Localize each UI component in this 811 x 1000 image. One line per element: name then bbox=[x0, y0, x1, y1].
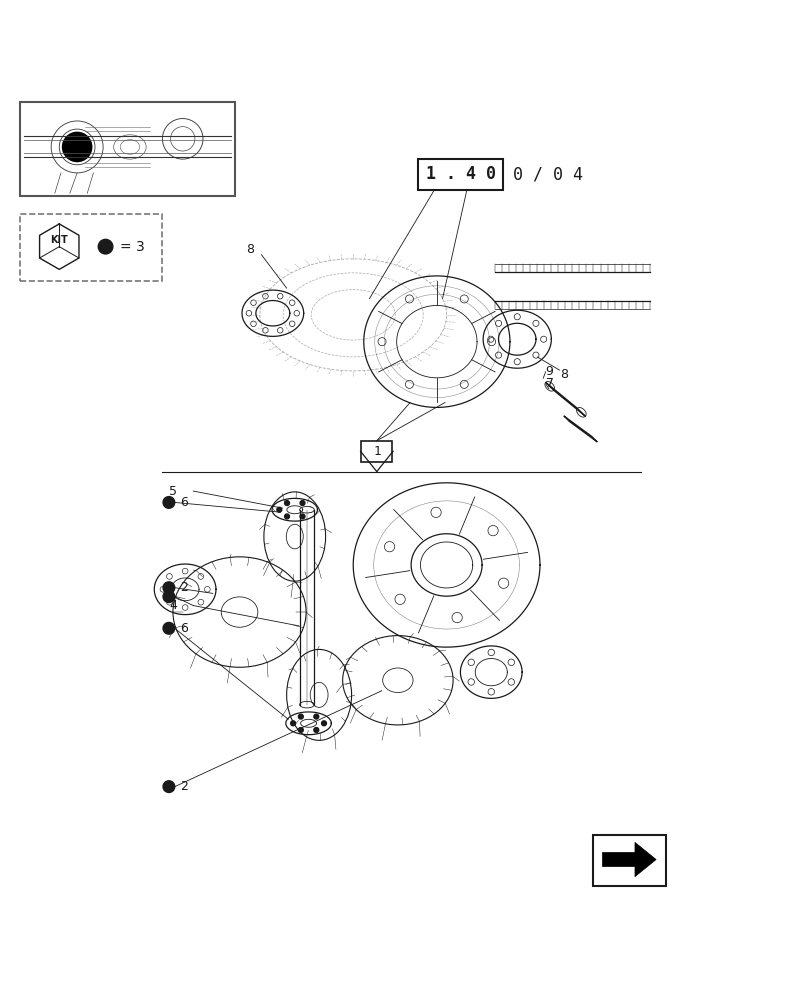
Text: 6: 6 bbox=[180, 496, 188, 509]
Text: 7: 7 bbox=[545, 377, 553, 390]
Circle shape bbox=[314, 728, 319, 732]
Text: 2: 2 bbox=[180, 780, 188, 793]
Text: 2: 2 bbox=[180, 581, 188, 594]
Circle shape bbox=[163, 591, 174, 602]
Text: 1: 1 bbox=[372, 445, 380, 458]
Circle shape bbox=[307, 507, 312, 512]
Circle shape bbox=[321, 721, 326, 726]
Text: 4: 4 bbox=[169, 599, 177, 612]
Circle shape bbox=[300, 501, 305, 505]
Text: 9: 9 bbox=[545, 365, 553, 378]
Text: 0 / 0 4: 0 / 0 4 bbox=[513, 165, 582, 183]
Circle shape bbox=[163, 497, 174, 508]
Circle shape bbox=[284, 501, 289, 505]
Ellipse shape bbox=[299, 701, 314, 708]
Circle shape bbox=[62, 132, 92, 162]
Circle shape bbox=[163, 582, 174, 594]
Text: 6: 6 bbox=[180, 622, 188, 635]
Circle shape bbox=[300, 514, 305, 519]
Circle shape bbox=[163, 622, 174, 634]
Bar bbox=[20, 214, 162, 281]
Ellipse shape bbox=[299, 506, 314, 513]
Text: KIT: KIT bbox=[50, 235, 68, 245]
Text: 8: 8 bbox=[560, 368, 568, 381]
Circle shape bbox=[298, 728, 303, 732]
Circle shape bbox=[290, 721, 295, 726]
Text: 5: 5 bbox=[169, 485, 177, 498]
Text: 1 . 4 0: 1 . 4 0 bbox=[425, 165, 496, 183]
Circle shape bbox=[284, 514, 289, 519]
Circle shape bbox=[277, 507, 281, 512]
Text: 8: 8 bbox=[246, 243, 254, 256]
Polygon shape bbox=[602, 842, 655, 877]
Circle shape bbox=[163, 781, 174, 792]
Circle shape bbox=[314, 714, 319, 719]
Bar bbox=[592, 835, 665, 886]
Circle shape bbox=[98, 239, 113, 254]
Bar bbox=[418, 159, 503, 190]
Bar bbox=[361, 441, 392, 462]
Text: = 3: = 3 bbox=[120, 240, 144, 254]
Circle shape bbox=[298, 714, 303, 719]
Bar bbox=[20, 102, 235, 196]
